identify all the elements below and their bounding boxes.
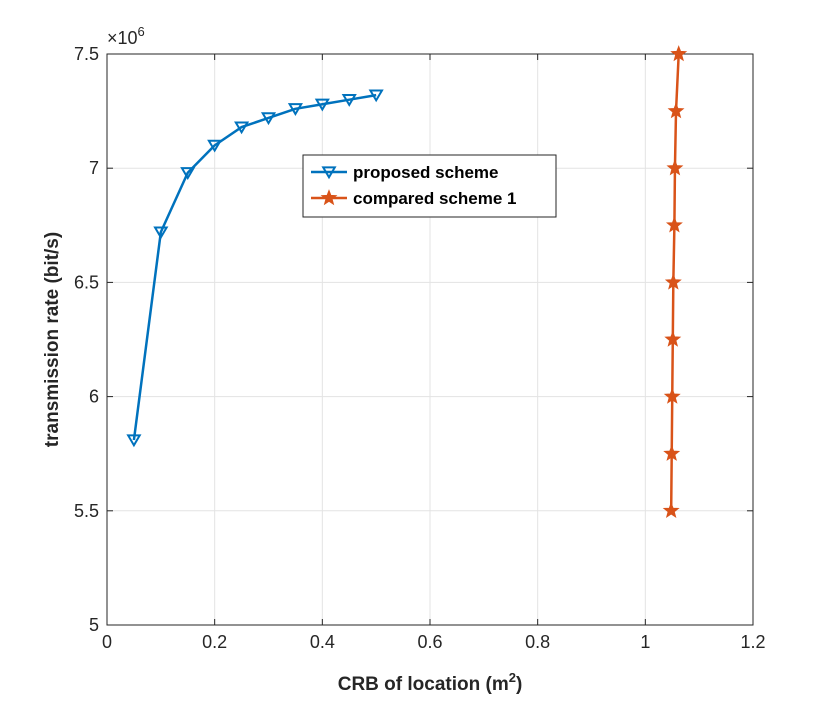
ticks: 0 0.2 0.4 0.6 0.8 1 1.2 5 5.5 6 6.5 7 7.5	[74, 44, 766, 652]
data-point	[667, 102, 685, 119]
legend: proposed scheme compared scheme 1	[302, 154, 557, 218]
x-label-text: CRB of location (m	[338, 674, 509, 695]
x-label-sup: 2	[509, 670, 516, 685]
y-exponent-power: 6	[138, 24, 145, 39]
data-point	[260, 112, 277, 126]
y-tick-label: 5.5	[74, 501, 99, 521]
series-line	[132, 93, 377, 441]
data-point	[314, 98, 330, 112]
data-point	[666, 159, 684, 176]
data-point	[664, 330, 682, 347]
legend-box	[302, 154, 557, 218]
x-tick-label: 0	[102, 632, 112, 652]
data-point	[663, 387, 681, 404]
x-label-end: )	[516, 674, 522, 695]
y-axis-label: transmission rate (bit/s)	[42, 232, 63, 447]
data-point	[126, 434, 142, 448]
legend-items: proposed scheme compared scheme 1	[311, 163, 516, 208]
x-tick-label: 0.4	[310, 632, 335, 652]
series-2	[662, 45, 688, 519]
x-tick-label: 0.8	[525, 632, 550, 652]
data-point	[180, 167, 196, 180]
data-point	[287, 103, 303, 117]
legend-item: compared scheme 1	[311, 189, 516, 208]
y-axis-exponent: ×106	[107, 24, 145, 48]
grid	[106, 53, 754, 626]
data-point	[664, 273, 682, 290]
y-tick-label: 5	[89, 615, 99, 635]
data-point	[368, 89, 384, 103]
x-tick-label: 0.6	[417, 632, 442, 652]
legend-marker	[321, 166, 337, 180]
data-point	[665, 216, 683, 233]
x-tick-label: 0.2	[202, 632, 227, 652]
legend-label: compared scheme 1	[353, 189, 516, 208]
y-exponent-base: ×10	[107, 28, 138, 48]
y-tick-label: 7.5	[74, 44, 99, 64]
data-point	[234, 121, 250, 135]
data-point	[663, 444, 681, 461]
x-tick-label: 1.2	[740, 632, 765, 652]
legend-marker	[320, 189, 338, 206]
data-point	[207, 139, 223, 153]
data-point	[153, 226, 169, 240]
legend-item: proposed scheme	[311, 163, 499, 182]
x-tick-label: 1	[640, 632, 650, 652]
data-point	[662, 501, 680, 519]
legend-label: proposed scheme	[353, 163, 499, 182]
x-axis-label: CRB of location (m2)	[338, 670, 523, 695]
data-point	[341, 94, 357, 107]
y-tick-label: 7	[89, 158, 99, 178]
series-layer	[126, 45, 688, 519]
series-1	[126, 89, 384, 448]
y-tick-label: 6.5	[74, 272, 99, 292]
y-tick-label: 6	[89, 387, 99, 407]
data-point	[670, 45, 688, 62]
